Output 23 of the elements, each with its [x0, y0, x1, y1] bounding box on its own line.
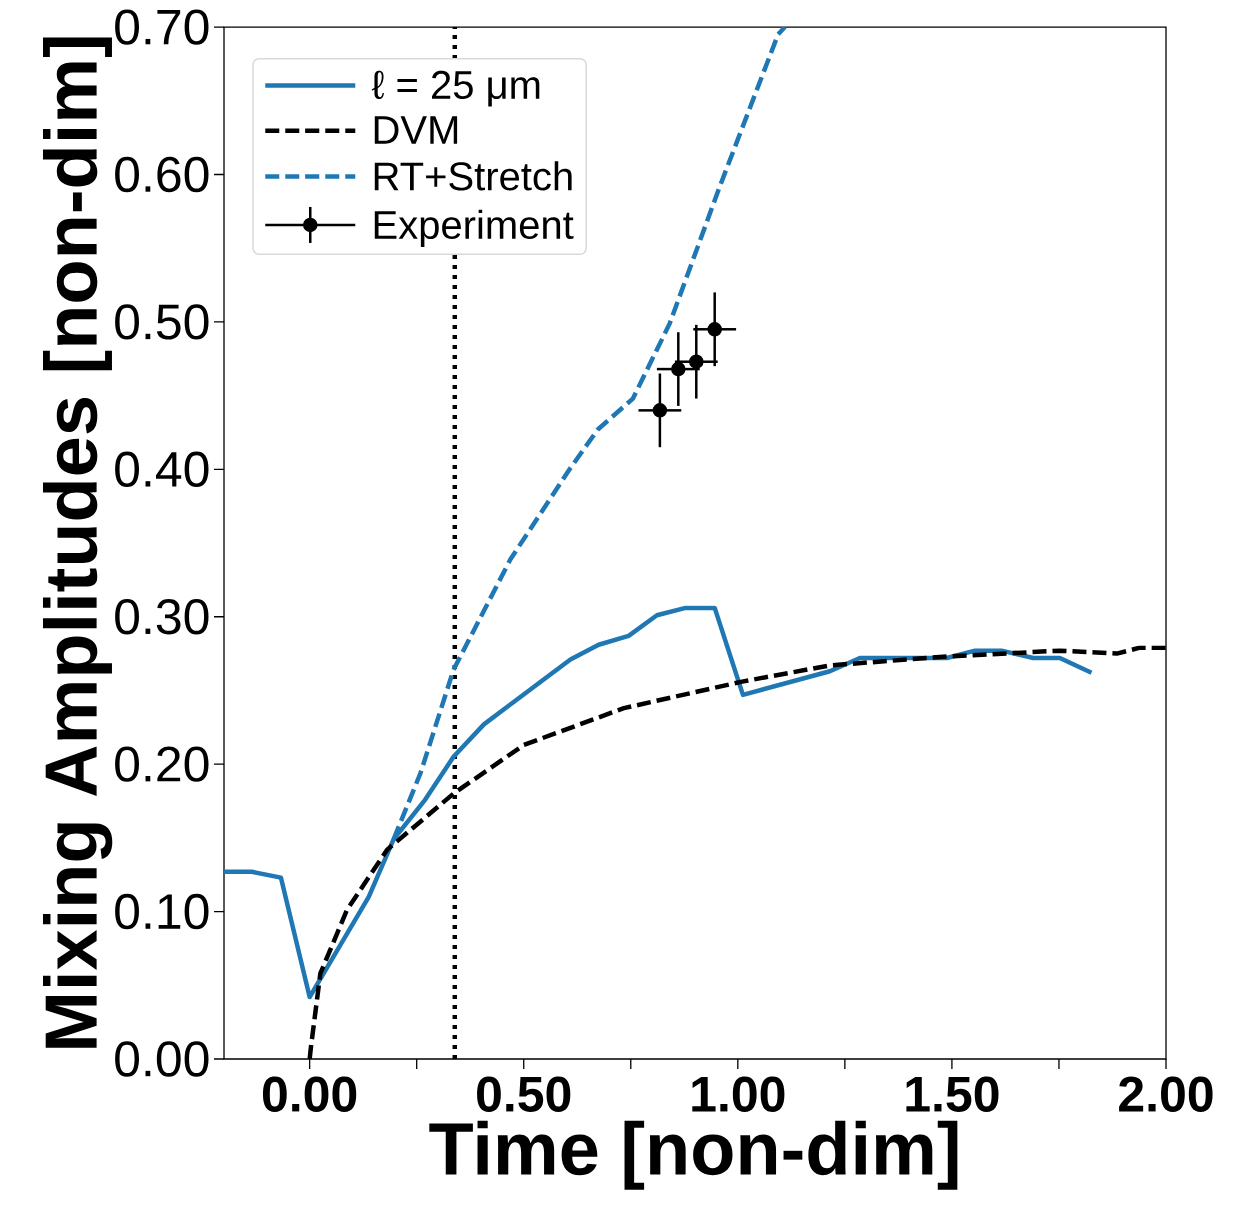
x-tick-label: 0.00	[262, 1076, 357, 1112]
y-tick-label: 0.60	[115, 156, 209, 193]
point	[652, 403, 668, 418]
point	[689, 354, 704, 369]
point	[707, 322, 722, 337]
legend-label: Experiment	[374, 209, 574, 247]
y-tick-label: 0.20	[115, 746, 209, 782]
x-tick-label: 1.00	[692, 1076, 785, 1112]
point	[671, 361, 686, 377]
y-tick-label: 0.50	[115, 304, 209, 340]
x-tick-label: 2.00	[1119, 1076, 1213, 1112]
x-tick-label: 1.50	[906, 1076, 999, 1112]
y-tick-label: 0.40	[115, 451, 209, 488]
legend-label: RT+Stretch	[374, 161, 572, 191]
legend-label: DVM	[374, 116, 458, 144]
legend-label: ℓ = 25 μm	[371, 70, 540, 107]
y-axis-title: Mixing Amplitudes [non-dim]	[42, 37, 113, 1048]
y-tick-label: 0.10	[115, 893, 209, 930]
x-tick-label: 0.50	[477, 1076, 571, 1112]
y-tick-label: 0.00	[115, 1041, 209, 1077]
y-tick-label: 0.70	[115, 9, 209, 45]
y-tick-label: 0.30	[115, 599, 209, 635]
x-axis-title: Time [non-dim]	[429, 1120, 958, 1190]
